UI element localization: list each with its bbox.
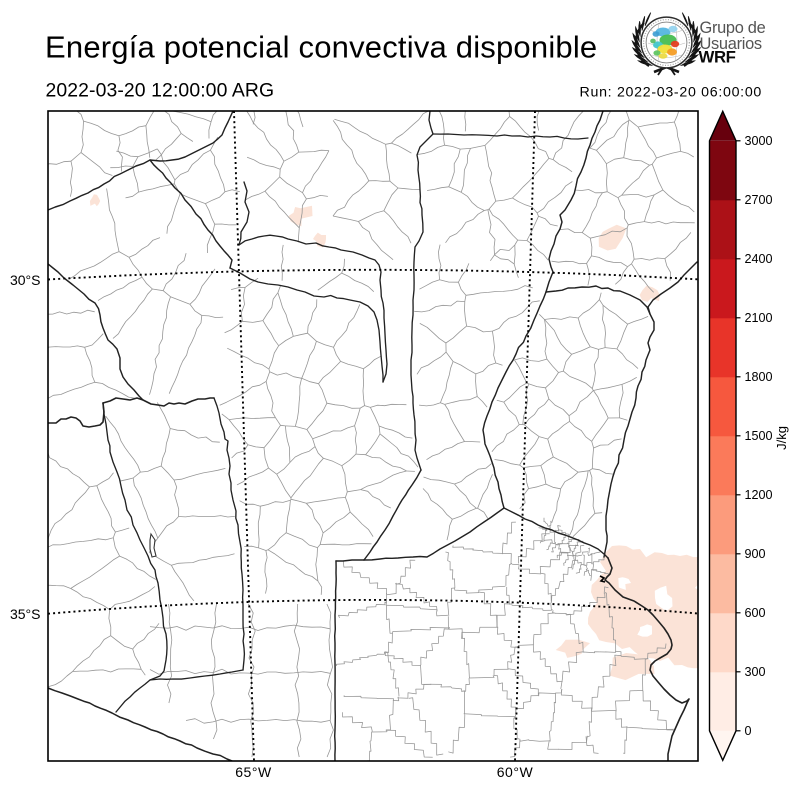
svg-text:Energía potencial convectiva d: Energía potencial convectiva disponible [45, 30, 597, 65]
svg-text:Grupo de: Grupo de [700, 19, 766, 37]
svg-text:300: 300 [745, 665, 766, 679]
svg-text:WRF: WRF [699, 48, 736, 67]
svg-text:J/kg: J/kg [774, 426, 789, 450]
svg-text:3000: 3000 [745, 134, 773, 148]
svg-text:1800: 1800 [745, 370, 773, 384]
svg-text:600: 600 [745, 606, 766, 620]
svg-text:1500: 1500 [745, 429, 773, 443]
svg-text:0: 0 [745, 724, 752, 738]
svg-text:2400: 2400 [745, 252, 773, 266]
svg-text:2100: 2100 [745, 311, 773, 325]
svg-text:2700: 2700 [745, 193, 773, 207]
svg-text:Run: 2022-03-20 06:00:00: Run: 2022-03-20 06:00:00 [580, 85, 762, 101]
svg-text:2022-03-20 12:00:00 ARG: 2022-03-20 12:00:00 ARG [46, 80, 275, 102]
svg-text:35°S: 35°S [10, 606, 41, 622]
svg-text:Usuarios: Usuarios [700, 35, 762, 53]
svg-text:30°S: 30°S [10, 272, 41, 288]
svg-text:1200: 1200 [745, 488, 773, 502]
svg-text:900: 900 [745, 547, 766, 561]
svg-text:65°W: 65°W [235, 764, 272, 780]
svg-text:60°W: 60°W [497, 764, 534, 780]
